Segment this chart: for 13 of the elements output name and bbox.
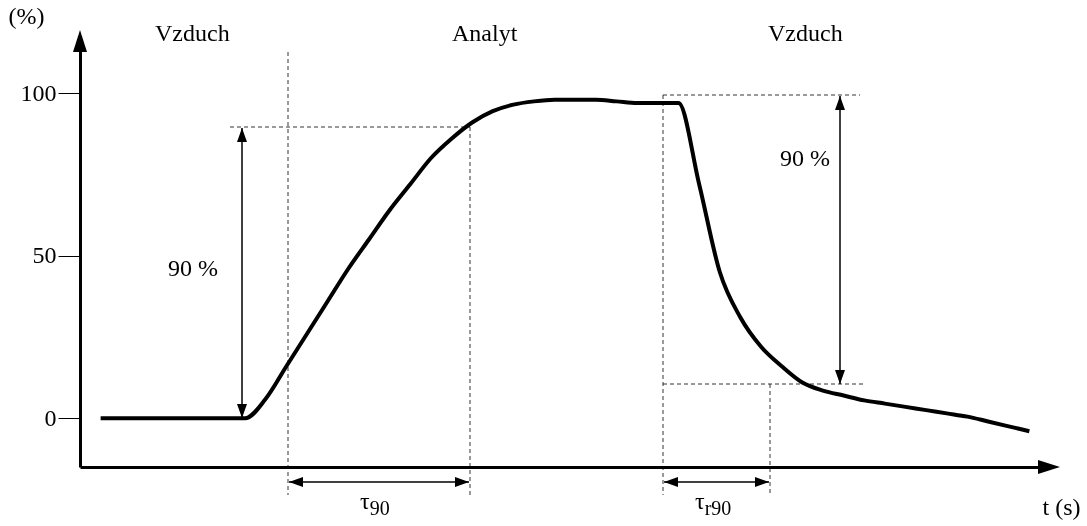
- annotation: 90 %: [168, 255, 218, 282]
- line-series: [98, 97, 1032, 434]
- annotation: Vzduch: [155, 20, 230, 47]
- annotation: Analyt: [452, 20, 518, 47]
- y-tick-label: 100: [20, 79, 57, 106]
- x-axis-title: t (s): [1042, 493, 1081, 520]
- text: τ$_{r90}$: [695, 488, 732, 520]
- annotation: 90 %: [780, 145, 830, 172]
- annotation: Vzduch: [768, 20, 843, 47]
- y-tick-label: 0: [44, 404, 57, 431]
- text: τ$_{90}$: [360, 488, 390, 520]
- y-tick-label: 50: [32, 242, 57, 269]
- y-axis-title: (%): [8, 2, 45, 29]
